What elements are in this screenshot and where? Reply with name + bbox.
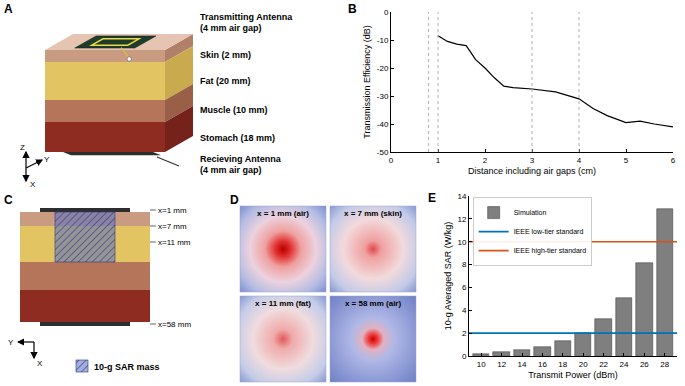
svg-text:22: 22 [599, 360, 608, 369]
svg-text:5: 5 [624, 156, 629, 165]
svg-text:-30: -30 [377, 92, 389, 101]
svg-text:10: 10 [477, 360, 486, 369]
svg-text:Distance including air gaps (c: Distance including air gaps (cm) [468, 166, 596, 176]
svg-text:28: 28 [660, 360, 669, 369]
svg-text:12: 12 [457, 215, 466, 224]
svg-text:IEEE high-tier standard: IEEE high-tier standard [514, 247, 586, 255]
svg-text:x=58 mm: x=58 mm [158, 320, 191, 329]
svg-text:2: 2 [462, 329, 467, 338]
svg-text:X: X [30, 180, 36, 189]
svg-text:x = 7 mm (skin): x = 7 mm (skin) [344, 209, 402, 218]
svg-text:Z: Z [20, 143, 25, 152]
svg-text:Recieving Antenna: Recieving Antenna [200, 154, 282, 164]
svg-text:(4 mm air gap): (4 mm air gap) [200, 23, 262, 33]
svg-text:-10: -10 [377, 36, 389, 45]
svg-text:x = 11 mm (fat): x = 11 mm (fat) [255, 299, 311, 308]
svg-text:0: 0 [389, 156, 394, 165]
svg-text:1: 1 [436, 156, 441, 165]
svg-text:IEEE low-tier standard: IEEE low-tier standard [514, 228, 584, 235]
svg-text:14: 14 [457, 192, 466, 201]
svg-text:12: 12 [497, 360, 506, 369]
svg-text:14: 14 [518, 360, 527, 369]
svg-text:x = 1 mm (air): x = 1 mm (air) [257, 209, 309, 218]
svg-text:10-g SAR mass: 10-g SAR mass [94, 362, 160, 372]
svg-text:E: E [428, 191, 436, 205]
svg-text:Y: Y [8, 338, 14, 347]
svg-text:D: D [230, 193, 239, 207]
svg-text:x = 58 mm (air): x = 58 mm (air) [345, 299, 402, 308]
svg-text:6: 6 [462, 283, 467, 292]
svg-text:4: 4 [577, 156, 582, 165]
svg-text:10-g Averaged SAR (W/kg): 10-g Averaged SAR (W/kg) [443, 222, 453, 330]
svg-text:10: 10 [457, 238, 466, 247]
svg-text:16: 16 [538, 360, 547, 369]
svg-text:0: 0 [462, 352, 467, 361]
svg-text:26: 26 [640, 360, 649, 369]
svg-text:C: C [4, 193, 13, 207]
svg-text:2: 2 [483, 156, 488, 165]
svg-text:0: 0 [384, 8, 389, 17]
svg-text:Simulation: Simulation [514, 209, 547, 216]
svg-text:-50: -50 [377, 148, 389, 157]
svg-text:4: 4 [462, 306, 467, 315]
svg-text:-20: -20 [377, 64, 389, 73]
svg-text:B: B [348, 2, 357, 16]
svg-text:3: 3 [530, 156, 535, 165]
svg-text:Transmission Efficiency (dB): Transmission Efficiency (dB) [362, 25, 372, 139]
svg-text:(4 mm air gap): (4 mm air gap) [200, 165, 262, 175]
svg-text:Fat (20 mm): Fat (20 mm) [200, 76, 251, 86]
svg-text:6: 6 [671, 156, 676, 165]
svg-text:Y: Y [44, 155, 50, 164]
svg-text:Stomach (18 mm): Stomach (18 mm) [200, 133, 275, 143]
svg-text:-40: -40 [377, 120, 389, 129]
svg-text:Skin (2 mm): Skin (2 mm) [200, 50, 251, 60]
svg-text:A: A [4, 2, 13, 16]
svg-text:x=7 mm: x=7 mm [158, 222, 187, 231]
svg-text:20: 20 [579, 360, 588, 369]
svg-text:8: 8 [462, 260, 467, 269]
svg-text:Muscle (10 mm): Muscle (10 mm) [200, 105, 268, 115]
svg-text:x=1 mm: x=1 mm [158, 206, 187, 215]
svg-text:24: 24 [620, 360, 629, 369]
svg-text:X: X [37, 359, 43, 368]
svg-text:x=11 mm: x=11 mm [158, 238, 191, 247]
svg-text:18: 18 [558, 360, 567, 369]
svg-text:Transmitting Antenna: Transmitting Antenna [200, 12, 293, 22]
svg-text:Transmit Power (dBm): Transmit Power (dBm) [528, 370, 618, 380]
